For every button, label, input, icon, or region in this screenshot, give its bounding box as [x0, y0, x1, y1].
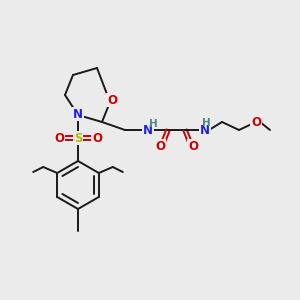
Text: H: H — [148, 119, 158, 129]
Text: N: N — [143, 124, 153, 136]
Text: N: N — [200, 124, 210, 136]
Text: O: O — [188, 140, 198, 152]
Text: H: H — [202, 118, 210, 128]
Text: N: N — [73, 107, 83, 121]
Text: O: O — [107, 94, 117, 106]
Text: O: O — [155, 140, 165, 152]
Text: S: S — [74, 131, 82, 145]
Text: O: O — [92, 131, 102, 145]
Text: O: O — [251, 116, 261, 128]
Text: O: O — [54, 131, 64, 145]
